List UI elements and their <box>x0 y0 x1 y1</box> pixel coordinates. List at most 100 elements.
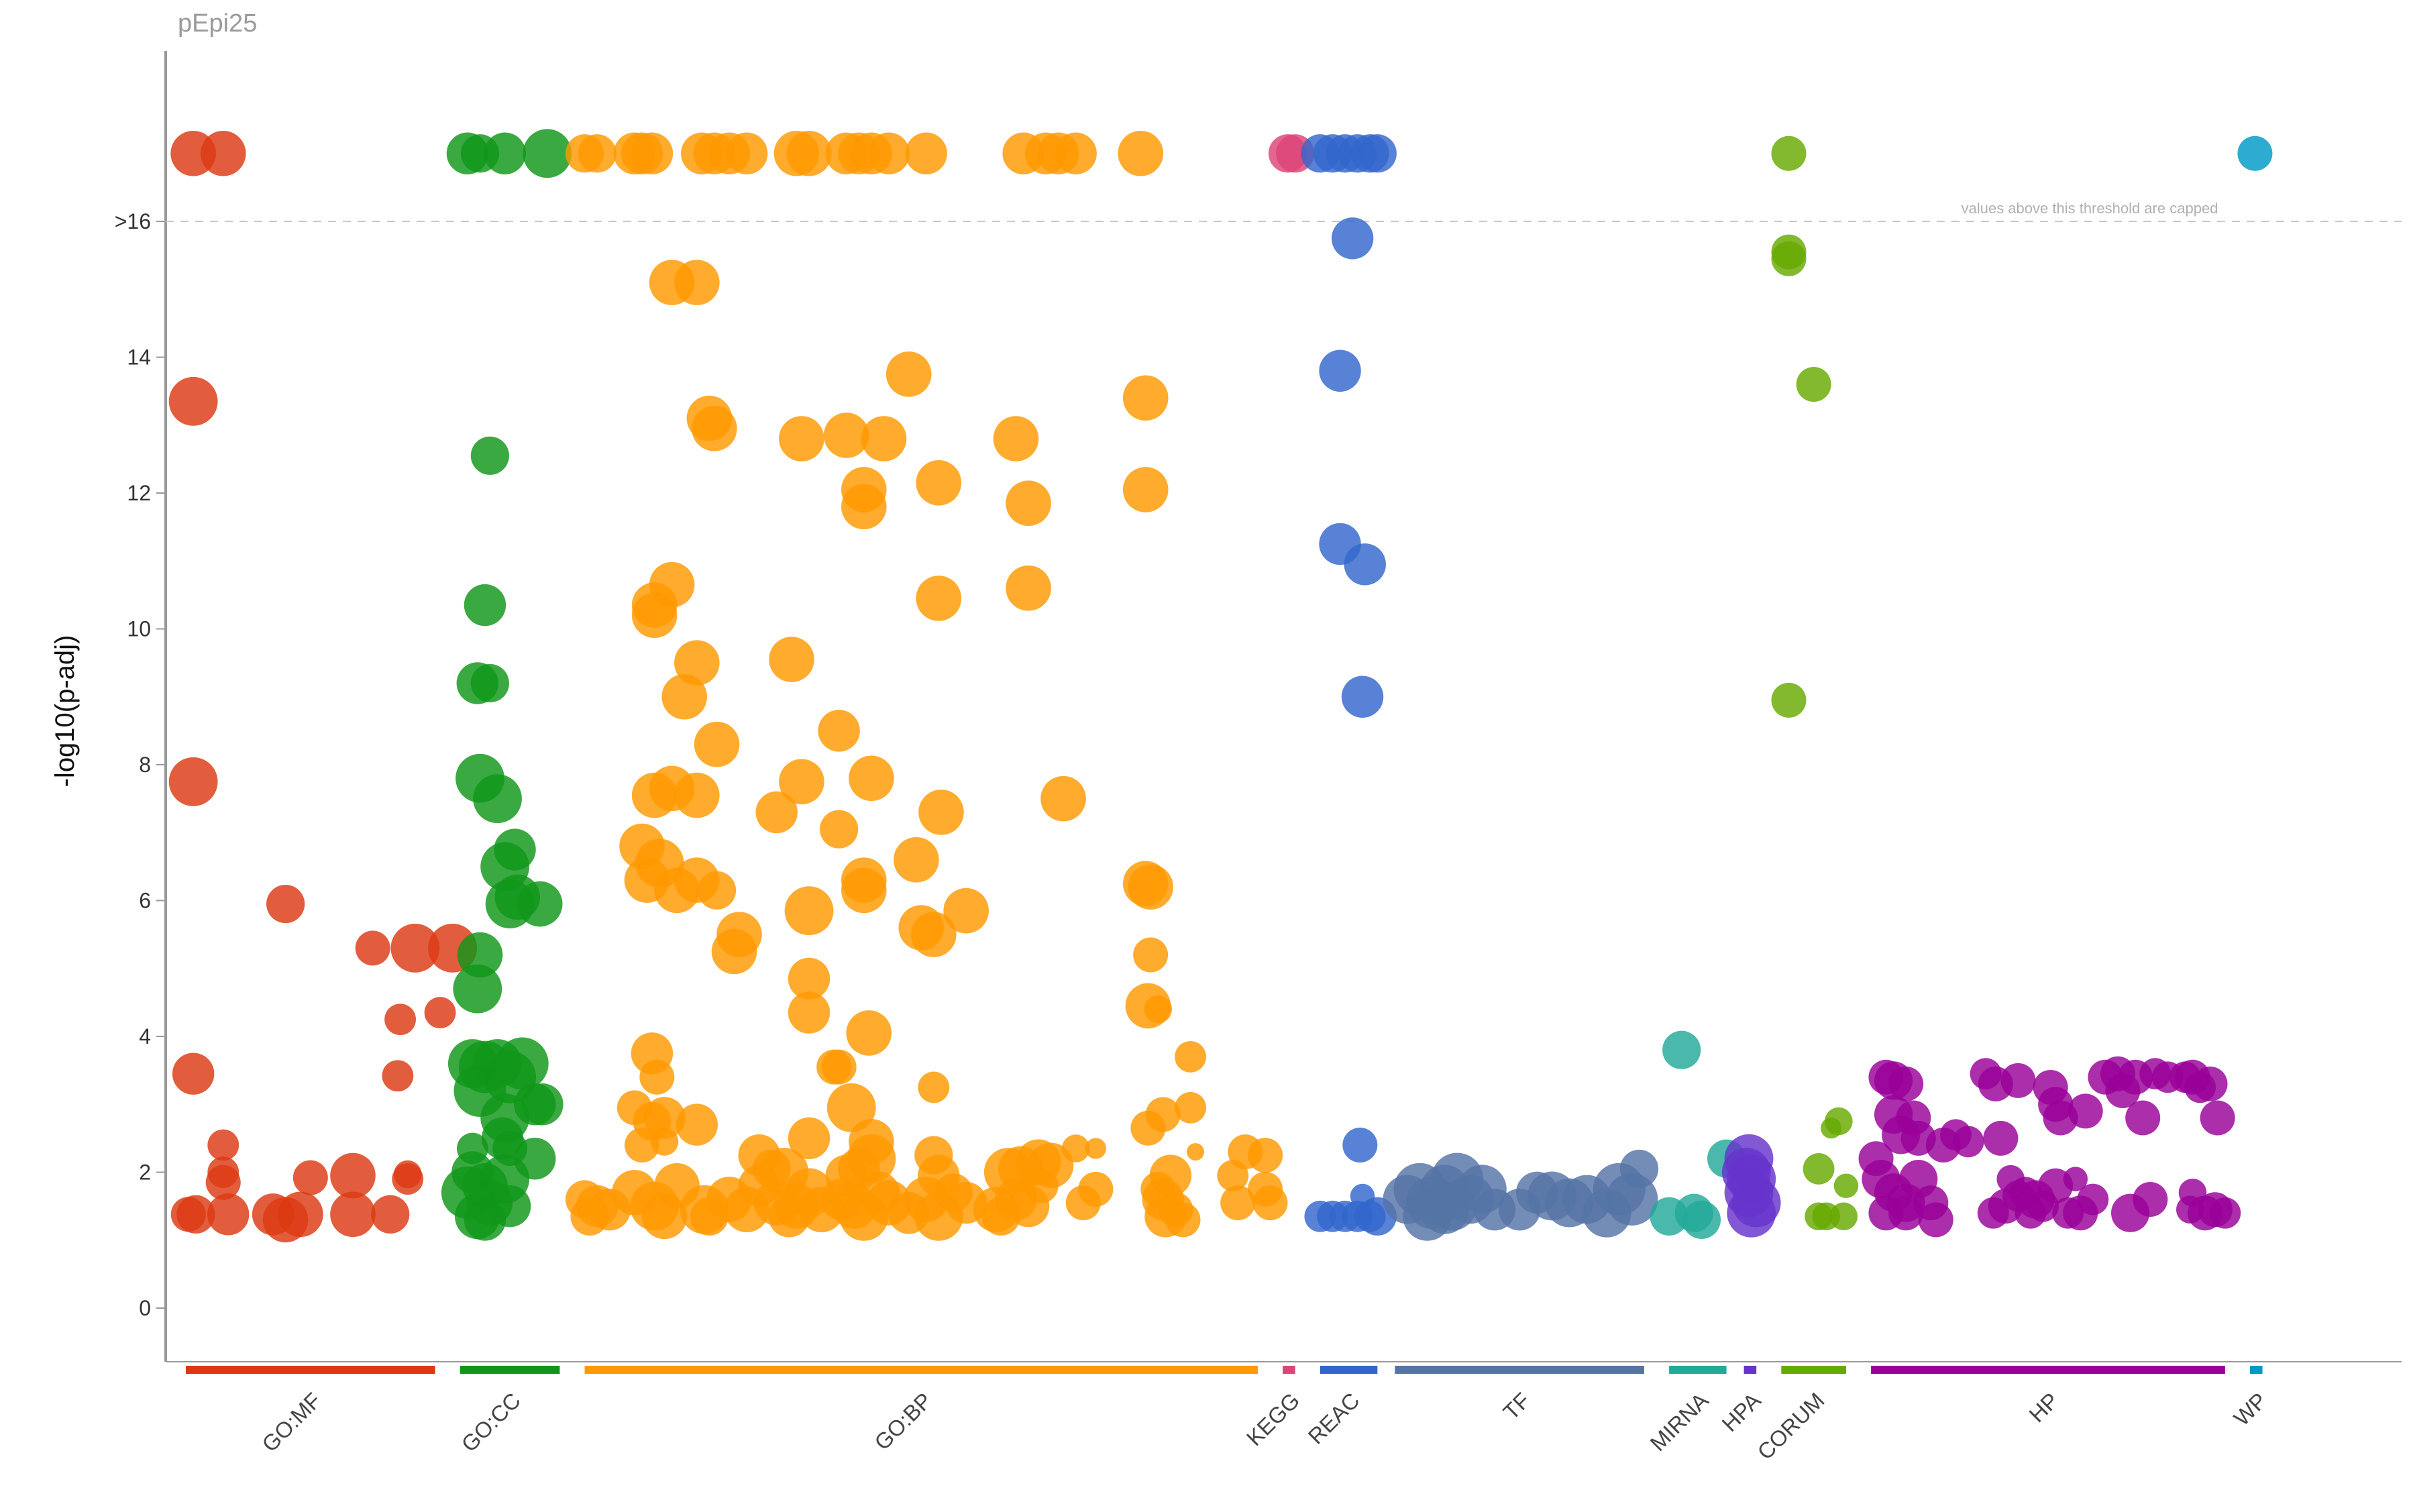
data-point[interactable] <box>694 721 740 767</box>
data-point[interactable] <box>1721 1148 1771 1197</box>
data-point[interactable] <box>1006 480 1051 526</box>
data-point[interactable] <box>784 886 834 936</box>
data-point[interactable] <box>981 1197 1020 1236</box>
data-point[interactable] <box>168 757 218 806</box>
data-point[interactable] <box>1122 375 1169 421</box>
data-point[interactable] <box>1175 1091 1207 1124</box>
data-point[interactable] <box>330 1191 376 1238</box>
data-point[interactable] <box>384 1004 416 1036</box>
data-point[interactable] <box>1133 937 1169 973</box>
data-point[interactable] <box>631 132 674 174</box>
data-point[interactable] <box>330 1152 376 1199</box>
data-point[interactable] <box>1118 130 1164 176</box>
data-point[interactable] <box>755 791 798 834</box>
data-point[interactable] <box>496 1037 549 1090</box>
data-point[interactable] <box>1145 1097 1181 1132</box>
data-point[interactable] <box>1319 349 1361 392</box>
data-point[interactable] <box>1888 1066 1924 1101</box>
data-point[interactable] <box>769 637 814 682</box>
data-point[interactable] <box>1078 1171 1114 1207</box>
data-point[interactable] <box>861 416 907 462</box>
data-point[interactable] <box>1358 134 1397 173</box>
data-point[interactable] <box>1662 1030 1701 1069</box>
data-point[interactable] <box>788 991 830 1034</box>
data-point[interactable] <box>1344 543 1386 586</box>
data-point[interactable] <box>2000 1063 2036 1098</box>
data-point[interactable] <box>464 584 506 627</box>
data-point[interactable] <box>2237 136 2273 171</box>
data-point[interactable] <box>894 836 939 883</box>
data-point[interactable] <box>918 1071 950 1103</box>
data-point[interactable] <box>1825 1107 1853 1136</box>
data-point[interactable] <box>168 376 218 426</box>
data-point[interactable] <box>918 790 964 835</box>
data-point[interactable] <box>1055 132 1097 174</box>
data-point[interactable] <box>464 1199 506 1241</box>
data-point[interactable] <box>1771 241 1807 276</box>
data-point[interactable] <box>916 576 962 621</box>
data-point[interactable] <box>911 912 957 957</box>
data-point[interactable] <box>1144 995 1173 1024</box>
data-point[interactable] <box>1023 1168 1059 1203</box>
data-point[interactable] <box>1341 676 1384 718</box>
data-point[interactable] <box>200 130 246 176</box>
data-point[interactable] <box>711 928 757 975</box>
data-point[interactable] <box>473 774 522 824</box>
data-point[interactable] <box>424 997 456 1028</box>
data-point[interactable] <box>821 1049 857 1085</box>
data-point[interactable] <box>1006 565 1051 611</box>
data-point[interactable] <box>1165 1202 1201 1238</box>
data-point[interactable] <box>1217 1160 1249 1191</box>
data-point[interactable] <box>818 710 860 752</box>
data-point[interactable] <box>1128 864 1173 910</box>
data-point[interactable] <box>2002 1180 2034 1212</box>
data-point[interactable] <box>639 1059 675 1095</box>
data-point[interactable] <box>207 1129 239 1161</box>
data-point[interactable] <box>674 772 720 818</box>
data-point[interactable] <box>172 1052 215 1095</box>
data-point[interactable] <box>1350 1183 1375 1209</box>
data-point[interactable] <box>788 1117 830 1160</box>
data-point[interactable] <box>826 1083 876 1132</box>
data-point[interactable] <box>2077 1183 2109 1216</box>
data-point[interactable] <box>371 1195 410 1234</box>
data-point[interactable] <box>690 1197 729 1236</box>
data-point[interactable] <box>841 867 887 914</box>
data-point[interactable] <box>1619 1149 1659 1189</box>
data-point[interactable] <box>1175 1040 1207 1073</box>
data-point[interactable] <box>867 132 910 174</box>
data-point[interactable] <box>453 964 502 1014</box>
data-point[interactable] <box>2209 1197 2241 1229</box>
data-point[interactable] <box>355 930 390 966</box>
data-point[interactable] <box>517 881 563 927</box>
data-point[interactable] <box>631 592 678 639</box>
data-point[interactable] <box>292 1160 328 1195</box>
data-point[interactable] <box>1331 217 1374 260</box>
data-point[interactable] <box>382 1060 414 1092</box>
data-point[interactable] <box>905 132 947 174</box>
data-point[interactable] <box>570 1197 609 1236</box>
data-point[interactable] <box>1085 1138 1107 1159</box>
data-point[interactable] <box>278 1191 323 1238</box>
data-point[interactable] <box>1829 1202 1858 1231</box>
data-point[interactable] <box>205 1165 241 1200</box>
data-point[interactable] <box>725 132 768 174</box>
data-point[interactable] <box>1187 1143 1205 1161</box>
data-point[interactable] <box>470 663 509 703</box>
data-point[interactable] <box>392 1163 424 1195</box>
data-point[interactable] <box>521 1083 564 1126</box>
data-point[interactable] <box>1952 1126 1984 1158</box>
data-point[interactable] <box>846 1010 892 1056</box>
data-point[interactable] <box>643 1097 686 1139</box>
data-point[interactable] <box>788 957 830 1000</box>
data-point[interactable] <box>779 416 824 462</box>
data-point[interactable] <box>849 755 894 802</box>
data-point[interactable] <box>1833 1173 1859 1198</box>
data-point[interactable] <box>266 884 305 924</box>
data-point[interactable] <box>390 923 440 973</box>
data-point[interactable] <box>820 810 859 849</box>
data-point[interactable] <box>885 352 932 397</box>
data-point[interactable] <box>2068 1093 2103 1129</box>
data-point[interactable] <box>1248 1138 1283 1173</box>
data-point[interactable] <box>470 436 509 475</box>
